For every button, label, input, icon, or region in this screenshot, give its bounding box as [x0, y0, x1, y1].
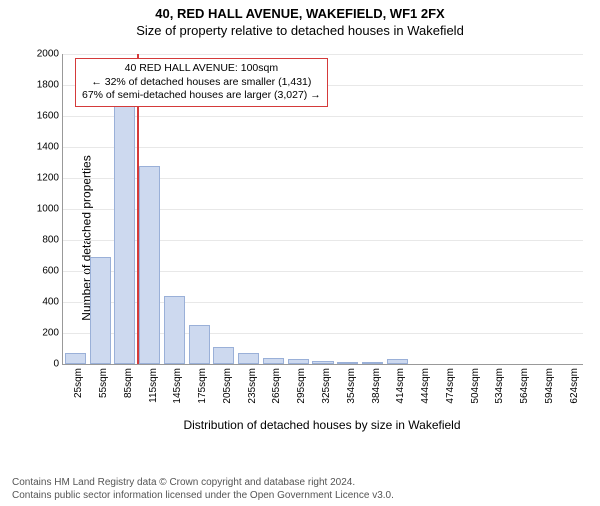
y-tick-label: 800	[42, 235, 59, 246]
x-tick-label: 85sqm	[123, 368, 134, 398]
y-tick-label: 1000	[37, 204, 59, 215]
x-tick-label: 504sqm	[470, 368, 481, 404]
x-tick-label: 55sqm	[98, 368, 109, 398]
x-tick-label: 594sqm	[544, 368, 555, 404]
x-tick-label: 145sqm	[172, 368, 183, 404]
grid-line	[63, 147, 583, 148]
x-tick-label: 235sqm	[247, 368, 258, 404]
histogram-bar	[139, 166, 160, 364]
chart-container: Number of detached properties 0200400600…	[0, 48, 600, 428]
x-tick-label: 265sqm	[271, 368, 282, 404]
x-tick-label: 175sqm	[197, 368, 208, 404]
y-tick-label: 2000	[37, 49, 59, 60]
y-tick-label: 200	[42, 328, 59, 339]
histogram-bar	[238, 353, 259, 364]
marker-annotation: 40 RED HALL AVENUE: 100sqm ← 32% of deta…	[75, 58, 328, 107]
footer-line: Contains public sector information licen…	[12, 489, 394, 502]
histogram-bar	[387, 359, 408, 364]
histogram-bar	[263, 358, 284, 364]
x-tick-label: 414sqm	[395, 368, 406, 404]
histogram-bar	[90, 257, 111, 364]
x-tick-label: 205sqm	[222, 368, 233, 404]
histogram-bar	[164, 296, 185, 364]
x-tick-label: 564sqm	[519, 368, 530, 404]
x-tick-label: 474sqm	[445, 368, 456, 404]
footer-line: Contains HM Land Registry data © Crown c…	[12, 476, 394, 489]
footer-attribution: Contains HM Land Registry data © Crown c…	[12, 476, 394, 502]
annotation-line: 67% of semi-detached houses are larger (…	[82, 89, 321, 103]
histogram-bar	[362, 362, 383, 364]
x-tick-label: 534sqm	[494, 368, 505, 404]
histogram-bar	[189, 325, 210, 364]
y-tick-label: 1800	[37, 80, 59, 91]
plot-area: 020040060080010001200140016001800200025s…	[62, 54, 583, 365]
x-tick-label: 325sqm	[321, 368, 332, 404]
y-tick-label: 1400	[37, 142, 59, 153]
y-tick-label: 600	[42, 266, 59, 277]
page-subtitle: Size of property relative to detached ho…	[0, 23, 600, 38]
annotation-line: 40 RED HALL AVENUE: 100sqm	[82, 62, 321, 76]
histogram-bar	[337, 362, 358, 364]
grid-line	[63, 54, 583, 55]
histogram-bar	[312, 361, 333, 364]
y-tick-label: 1600	[37, 111, 59, 122]
y-tick-label: 1200	[37, 173, 59, 184]
y-tick-label: 400	[42, 297, 59, 308]
x-axis-label: Distribution of detached houses by size …	[62, 418, 582, 432]
grid-line	[63, 116, 583, 117]
histogram-bar	[288, 359, 309, 364]
x-tick-label: 444sqm	[420, 368, 431, 404]
x-tick-label: 384sqm	[371, 368, 382, 404]
x-tick-label: 624sqm	[569, 368, 580, 404]
histogram-bar	[65, 353, 86, 364]
annotation-line: ← 32% of detached houses are smaller (1,…	[82, 76, 321, 90]
page-title-address: 40, RED HALL AVENUE, WAKEFIELD, WF1 2FX	[0, 6, 600, 21]
histogram-bar	[114, 104, 135, 364]
x-tick-label: 354sqm	[346, 368, 357, 404]
x-tick-label: 115sqm	[148, 368, 159, 403]
x-tick-label: 25sqm	[73, 368, 84, 398]
x-tick-label: 295sqm	[296, 368, 307, 404]
y-tick-label: 0	[53, 359, 59, 370]
histogram-bar	[213, 347, 234, 364]
